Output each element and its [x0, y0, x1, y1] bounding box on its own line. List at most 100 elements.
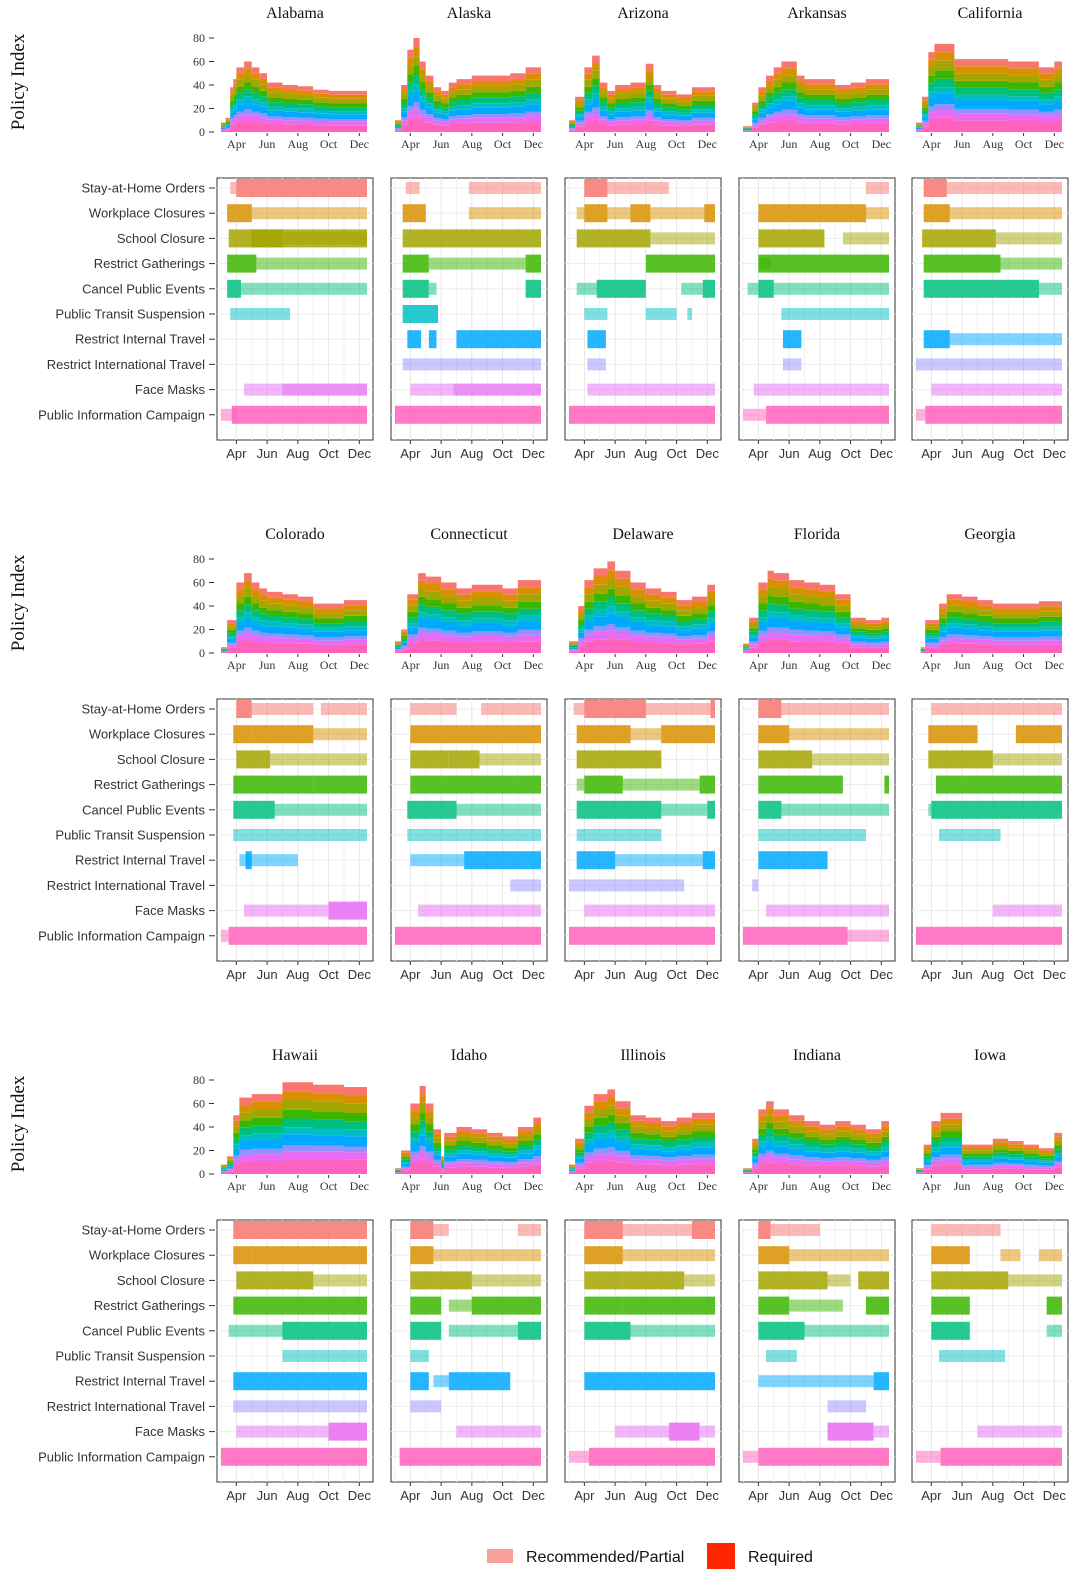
index-area-public-transit-suspension: [569, 93, 715, 127]
index-area-face-masks: [221, 114, 367, 131]
policy-bar-school-closure: [842, 232, 889, 245]
policy-bar-school-closure: [827, 1274, 851, 1287]
policy-bar-cancel-public-events: [630, 1324, 715, 1337]
index-area-restrict-international-travel: [743, 109, 889, 131]
index-area-restrict-international-travel: [395, 1146, 541, 1173]
index-x-tick-label: Aug: [810, 1179, 831, 1193]
policy-bar-workplace-closures: [650, 207, 705, 220]
policy-bar-restrict-international-travel: [233, 1400, 367, 1413]
index-area-face-masks: [743, 632, 889, 652]
index-area-workplace-closures: [221, 68, 367, 125]
policy-bar-public-information-campaign: [228, 926, 367, 945]
index-area-restrict-gatherings: [221, 82, 367, 127]
policy-bar-stay-at-home-orders: [931, 1224, 1001, 1236]
policy-x-tick-label: Dec: [1043, 967, 1067, 982]
index-area-public-information-campaign: [395, 1159, 541, 1174]
index-tick-label: 80: [193, 31, 205, 45]
policy-bar-workplace-closures: [931, 1246, 970, 1265]
policy-bar-workplace-closures: [584, 1246, 623, 1265]
policy-x-tick-label: Oct: [840, 1488, 861, 1503]
policy-x-tick-label: Dec: [348, 1488, 372, 1503]
policy-bar-restrict-internal-travel: [949, 333, 1062, 346]
policy-bar-cancel-public-events: [576, 282, 597, 295]
policy-bar-stay-at-home-orders: [320, 703, 367, 715]
policy-x-tick-label: Aug: [981, 967, 1004, 982]
policy-bar-stay-at-home-orders: [923, 179, 947, 197]
policy-bar-restrict-international-travel: [587, 358, 606, 371]
policy-bar-workplace-closures: [433, 1249, 541, 1262]
state-panel-iowa: Iowa Apr Jun Aug Oct Dec Apr Jun Aug Oct Dec: [911, 1047, 1069, 1503]
index-x-tick-label: Dec: [1045, 1179, 1064, 1193]
index-area-public-information-campaign: [916, 1164, 1062, 1174]
state-title: Georgia: [964, 526, 1015, 543]
index-x-tick-label: Jun: [433, 658, 450, 672]
policy-bar-restrict-internal-travel: [584, 1372, 631, 1391]
policy-bar-cancel-public-events: [931, 800, 1062, 819]
index-area-restrict-international-travel: [569, 107, 715, 130]
policy-bar-face-masks: [599, 904, 715, 917]
state-title: Arkansas: [787, 5, 847, 22]
policy-x-tick-label: Oct: [666, 1488, 687, 1503]
policy-bar-school-closure: [928, 750, 993, 769]
index-area-restrict-gatherings: [569, 78, 715, 125]
policy-label: Restrict Gatherings: [94, 256, 206, 271]
policy-bar-face-masks: [789, 383, 889, 396]
policy-bar-cancel-public-events: [681, 282, 703, 295]
state-panel-alabama: Alabama 0 20 40 60 80 Apr Jun Aug Oct Dec Stay-at-H…: [38, 5, 374, 461]
index-tick-label: 20: [193, 1144, 205, 1158]
index-area-restrict-international-travel: [916, 634, 1062, 653]
policy-bar-school-closure: [992, 753, 1062, 766]
state-panel-california: California Apr Jun Aug Oct Dec Apr Jun Aug Oct Dec: [911, 5, 1069, 461]
policy-bar-workplace-closures: [584, 204, 608, 223]
policy-bar-restrict-international-travel: [510, 879, 541, 892]
policy-x-tick-label: Aug: [634, 446, 657, 461]
policy-bar-school-closure: [448, 750, 480, 769]
index-x-tick-label: Dec: [698, 1179, 717, 1193]
policy-bar-school-closure: [922, 229, 996, 248]
policy-bar-workplace-closures: [928, 725, 978, 744]
index-x-tick-label: Dec: [698, 658, 717, 672]
policy-bar-stay-at-home-orders: [710, 700, 715, 718]
index-tick-label: 40: [193, 78, 205, 92]
policy-bar-stay-at-home-orders: [758, 700, 782, 718]
policy-bar-restrict-gatherings: [410, 775, 442, 794]
policy-bar-restrict-gatherings: [931, 1296, 970, 1315]
policy-bar-restrict-gatherings: [691, 1296, 715, 1315]
policy-label: Restrict Gatherings: [94, 777, 206, 792]
policy-x-tick-label: Oct: [1013, 446, 1034, 461]
policy-bar-cancel-public-events: [227, 279, 241, 298]
index-area-stay-at-home-orders: [395, 38, 541, 122]
policy-bar-school-closure: [1008, 1274, 1062, 1287]
policy-bar-public-transit-suspension: [687, 308, 692, 320]
state-panel-florida: Florida Apr Jun Aug Oct Dec Apr Jun Aug Oct Dec: [738, 526, 896, 982]
policy-bar-restrict-international-travel: [916, 358, 1062, 371]
policy-bar-cancel-public-events: [661, 803, 708, 816]
policy-x-tick-label: Dec: [522, 967, 546, 982]
policy-bar-restrict-international-travel: [782, 358, 802, 371]
index-tick-label: 20: [193, 102, 205, 116]
policy-x-tick-label: Jun: [779, 446, 800, 461]
policy-bar-restrict-internal-travel: [576, 851, 616, 870]
index-x-tick-label: Aug: [983, 658, 1004, 672]
index-tick-label: 40: [193, 599, 205, 613]
index-x-tick-label: Apr: [749, 658, 768, 672]
index-area-restrict-international-travel: [743, 1150, 889, 1173]
policy-bar-cancel-public-events: [407, 800, 457, 819]
policy-bar-cancel-public-events: [233, 800, 275, 819]
policy-x-tick-label: Oct: [492, 1488, 513, 1503]
policy-bar-workplace-closures: [661, 725, 692, 744]
policy-bar-public-transit-suspension: [576, 829, 662, 841]
policy-label: Public Transit Suspension: [55, 307, 205, 322]
policy-bar-public-information-campaign: [743, 408, 767, 421]
policy-bar-public-information-campaign: [940, 1447, 1062, 1466]
policy-bar-cancel-public-events: [448, 1324, 518, 1337]
policy-label: Cancel Public Events: [82, 1323, 205, 1338]
index-area-restrict-gatherings: [221, 1109, 367, 1169]
index-x-tick-label: Oct: [320, 1179, 338, 1193]
policy-x-tick-label: Apr: [400, 446, 421, 461]
index-x-tick-label: Jun: [259, 1179, 276, 1193]
policy-bar-public-information-campaign: [916, 1450, 941, 1463]
policy-x-tick-label: Apr: [400, 967, 421, 982]
policy-x-tick-label: Jun: [431, 446, 452, 461]
policy-bar-restrict-internal-travel: [630, 1372, 715, 1391]
